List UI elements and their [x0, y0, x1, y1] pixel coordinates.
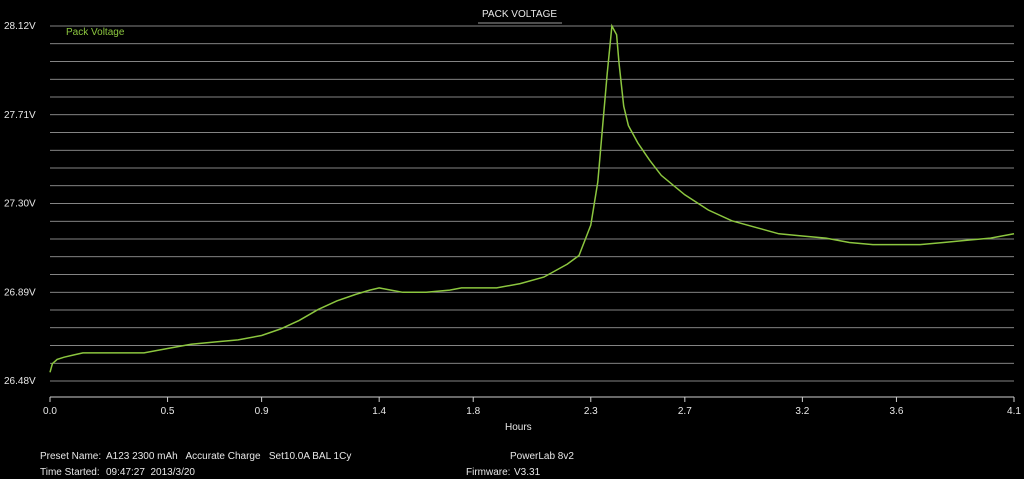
legend-pack-voltage: Pack Voltage	[66, 27, 125, 38]
x-tick-label: 3.2	[795, 406, 809, 417]
x-tick-label: 2.7	[678, 406, 692, 417]
preset-label: Preset Name:	[40, 451, 102, 462]
x-tick-label: 0.5	[161, 406, 175, 417]
y-tick-label: 27.30V	[4, 199, 36, 210]
x-tick-label: 1.8	[466, 406, 480, 417]
x-axis-ticks: 0.0 0.5 0.9 1.4 1.8 2.3 2.7 3.2 3.6 4.1	[43, 397, 1021, 417]
x-tick-label: 4.1	[1007, 406, 1021, 417]
time-started-value: 09:47:27 2013/3/20	[106, 467, 195, 478]
y-tick-label: 27.71V	[4, 110, 36, 121]
x-axis-label: Hours	[505, 422, 532, 433]
firmware-value: V3.31	[514, 467, 541, 478]
y-tick-label: 26.89V	[4, 287, 36, 298]
y-tick-label: 28.12V	[4, 21, 36, 32]
x-tick-label: 1.4	[372, 406, 386, 417]
x-tick-label: 0.9	[255, 406, 269, 417]
time-started-label: Time Started:	[40, 467, 100, 478]
x-tick-label: 3.6	[889, 406, 903, 417]
pack-voltage-series-line	[49, 23, 1015, 373]
y-tick-label: 26.48V	[4, 376, 36, 387]
firmware-label: Firmware:	[466, 467, 511, 478]
preset-value: A123 2300 mAh Accurate Charge Set10.0A B…	[106, 451, 352, 462]
chart-title: PACK VOLTAGE	[482, 9, 557, 20]
x-tick-label: 2.3	[584, 406, 598, 417]
device-name: PowerLab 8v2	[510, 451, 574, 462]
x-tick-label: 0.0	[43, 406, 57, 417]
y-axis-tick-labels: 28.12V 27.71V 27.30V 26.89V 26.48V	[4, 21, 36, 387]
grid-lines	[50, 25, 1014, 382]
